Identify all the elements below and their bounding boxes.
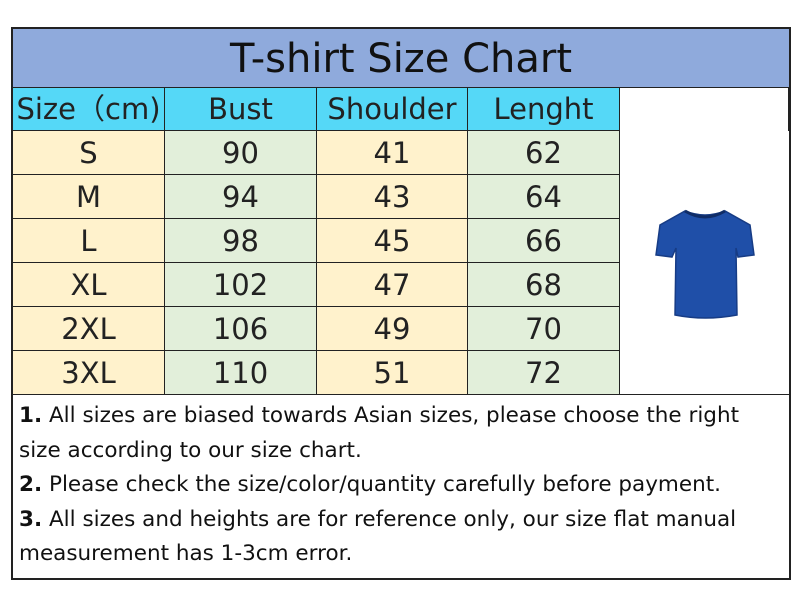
notes: 1. All sizes are biased towards Asian si… <box>13 395 789 578</box>
cell-bust: 98 <box>165 219 317 263</box>
cell-shoulder: 47 <box>317 263 468 307</box>
cell-length: 64 <box>468 175 620 219</box>
cell-bust: 110 <box>165 351 317 395</box>
cell-bust: 102 <box>165 263 317 307</box>
cell-bust: 90 <box>165 131 317 175</box>
cell-size: 2XL <box>13 307 165 351</box>
cell-size: 3XL <box>13 351 165 395</box>
cell-shoulder: 43 <box>317 175 468 219</box>
tshirt-image <box>620 131 789 395</box>
note-1: 1. All sizes are biased towards Asian si… <box>19 403 740 463</box>
cell-shoulder: 45 <box>317 219 468 263</box>
cell-size: XL <box>13 263 165 307</box>
cell-length: 70 <box>468 307 620 351</box>
cell-length: 72 <box>468 351 620 395</box>
image-cell-top <box>620 88 789 131</box>
header-size: Size（cm) <box>13 88 165 131</box>
cell-length: 66 <box>468 219 620 263</box>
size-chart-table: T-shirt Size Chart Size（cm) Bust Shoulde… <box>11 27 791 580</box>
cell-bust: 94 <box>165 175 317 219</box>
header-shoulder: Shoulder <box>317 88 468 131</box>
header-bust: Bust <box>165 88 317 131</box>
cell-length: 68 <box>468 263 620 307</box>
note-2: 2. Please check the size/color/quantity … <box>19 472 721 497</box>
cell-size: M <box>13 175 165 219</box>
size-grid: Size（cm) Bust Shoulder Lenght S 90 41 62 M 94… <box>13 88 789 395</box>
cell-size: L <box>13 219 165 263</box>
cell-shoulder: 49 <box>317 307 468 351</box>
chart-title: T-shirt Size Chart <box>13 29 789 88</box>
tshirt-icon <box>654 209 755 319</box>
cell-size: S <box>13 131 165 175</box>
cell-shoulder: 51 <box>317 351 468 395</box>
cell-bust: 106 <box>165 307 317 351</box>
header-length: Lenght <box>468 88 620 131</box>
cell-shoulder: 41 <box>317 131 468 175</box>
note-3: 3. All sizes and heights are for referen… <box>19 506 737 567</box>
cell-length: 62 <box>468 131 620 175</box>
